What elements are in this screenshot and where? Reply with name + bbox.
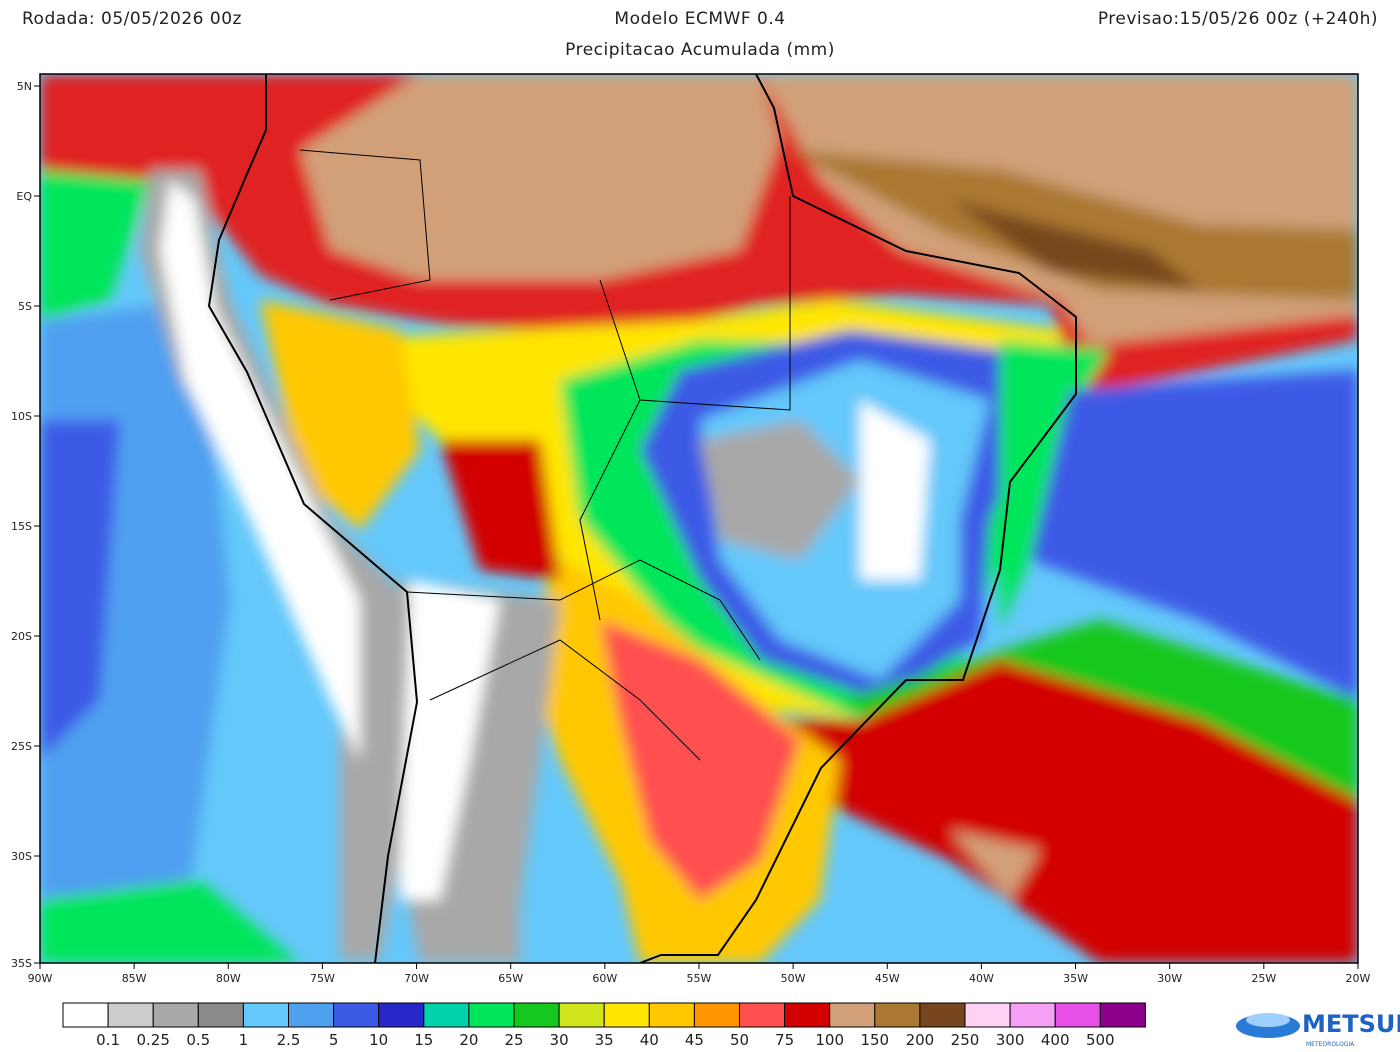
legend-swatch: [739, 1002, 786, 1028]
lon-label: 45W: [875, 972, 900, 985]
legend-label: 50: [730, 1031, 749, 1049]
lon-label: 60W: [592, 972, 617, 985]
legend-swatch: [513, 1002, 560, 1028]
legend-label: 40: [640, 1031, 659, 1049]
legend-label: 25: [504, 1031, 523, 1049]
legend-label: 5: [329, 1031, 339, 1049]
lat-label: 15S: [11, 520, 32, 533]
legend-label: 15: [414, 1031, 433, 1049]
lon-label: 35W: [1063, 972, 1088, 985]
legend-swatch: [1054, 1002, 1101, 1028]
legend-swatch: [1009, 1002, 1056, 1028]
lat-label: 35S: [11, 957, 32, 970]
lat-label: 10S: [11, 410, 32, 423]
lon-label: 50W: [781, 972, 806, 985]
legend-swatch: [648, 1002, 695, 1028]
logo-name: METSUL: [1302, 1010, 1400, 1038]
lat-label: EQ: [16, 190, 32, 203]
legend-label: 250: [951, 1031, 980, 1049]
run-label: Rodada: 05/05/2026 00z: [22, 9, 242, 29]
legend-swatch: [242, 1002, 289, 1028]
legend-label: 500: [1086, 1031, 1115, 1049]
legend-swatch: [107, 1002, 154, 1028]
legend-swatch: [378, 1002, 425, 1028]
legend-label: 400: [1041, 1031, 1070, 1049]
lon-label: 65W: [498, 972, 523, 985]
lon-label: 55W: [687, 972, 712, 985]
legend-label: 100: [815, 1031, 844, 1049]
model-label: Modelo ECMWF 0.4: [614, 9, 785, 29]
lon-label: 20W: [1346, 972, 1371, 985]
legend-label: 20: [459, 1031, 478, 1049]
precipitation-field: [40, 74, 1358, 963]
legend-label: 300: [996, 1031, 1025, 1049]
legend-swatch: [197, 1002, 244, 1028]
lat-label: 25S: [11, 740, 32, 753]
legend-swatch: [423, 1002, 470, 1028]
legend-swatch: [62, 1002, 109, 1028]
lon-label: 85W: [122, 972, 147, 985]
legend-swatch: [874, 1002, 921, 1028]
legend-label: 35: [595, 1031, 614, 1049]
lat-label: 20S: [11, 630, 32, 643]
logo-tagline: METEOROLOGIA: [1306, 1041, 1355, 1048]
lon-label: 80W: [216, 972, 241, 985]
forecast-label: Previsao:15/05/26 00z (+240h): [1098, 9, 1378, 29]
lon-label: 70W: [404, 972, 429, 985]
legend-swatch: [919, 1002, 966, 1028]
legend-swatch: [829, 1002, 876, 1028]
legend-label: 0.25: [136, 1031, 169, 1049]
lon-label: 75W: [310, 972, 335, 985]
lon-label: 40W: [969, 972, 994, 985]
legend-swatch: [784, 1002, 831, 1028]
logo: METSUL METEOROLOGIA: [1236, 1010, 1400, 1048]
coastline: [207, 74, 1077, 963]
legend-swatch: [333, 1002, 380, 1028]
legend-swatch: [468, 1002, 515, 1028]
lon-label: 90W: [28, 972, 53, 985]
legend-label: 10: [369, 1031, 388, 1049]
legend-label: 45: [685, 1031, 704, 1049]
lat-label: 30S: [11, 850, 32, 863]
legend-swatch: [603, 1002, 650, 1028]
lat-label: 5N: [17, 80, 32, 93]
legend-label: 0.5: [186, 1031, 210, 1049]
legend-swatch: [964, 1002, 1011, 1028]
legend-label: 0.1: [96, 1031, 120, 1049]
legend-label: 150: [860, 1031, 889, 1049]
legend-label: 200: [906, 1031, 935, 1049]
legend-swatch: [558, 1002, 605, 1028]
legend-swatch: [693, 1002, 741, 1028]
legend-swatch: [152, 1002, 199, 1028]
legend-label: 1: [239, 1031, 249, 1049]
lon-label: 25W: [1251, 972, 1276, 985]
subtitle: Precipitacao Acumulada (mm): [565, 40, 835, 60]
borders: [299, 149, 791, 761]
lon-label: 30W: [1157, 972, 1182, 985]
legend-label: 30: [550, 1031, 569, 1049]
legend-label: 75: [775, 1031, 794, 1049]
legend-label: 2.5: [277, 1031, 301, 1049]
legend-swatch: [1099, 1002, 1146, 1028]
legend-swatch: [288, 1002, 335, 1028]
lat-label: 5S: [18, 300, 32, 313]
